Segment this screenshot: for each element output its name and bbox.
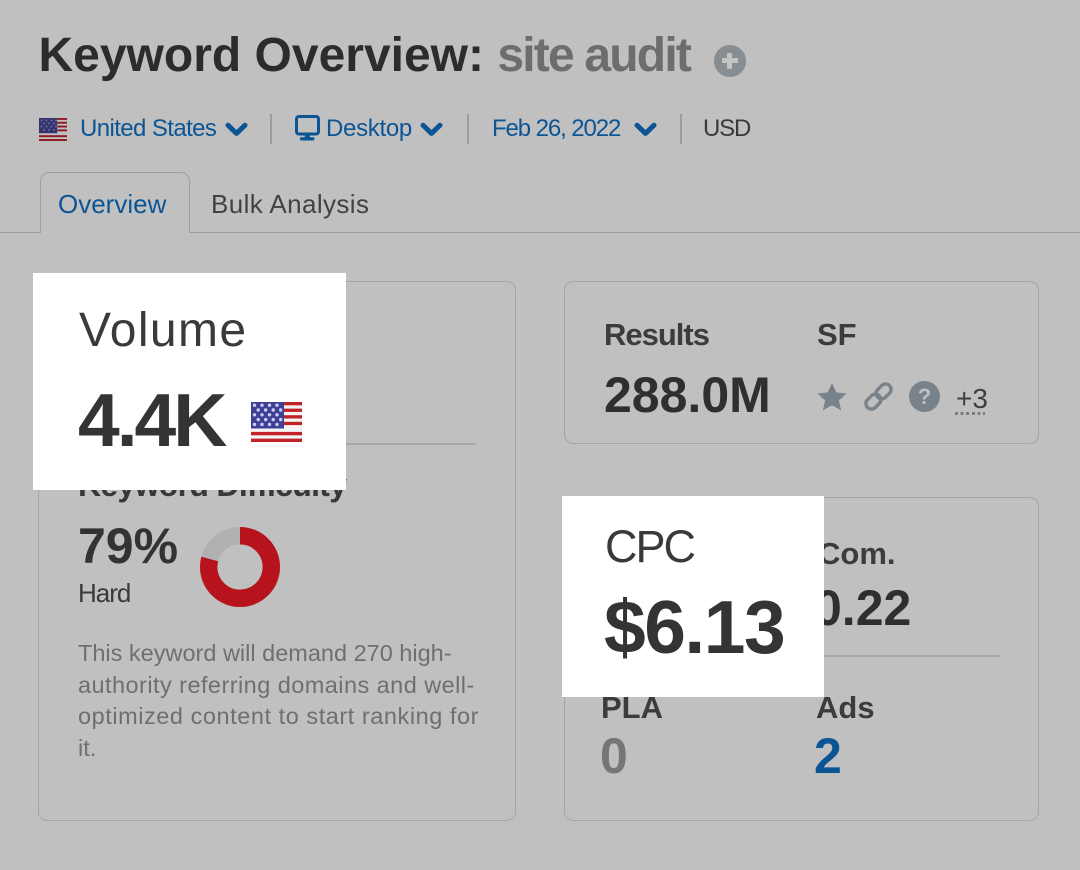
svg-text:?: ? — [918, 384, 931, 409]
